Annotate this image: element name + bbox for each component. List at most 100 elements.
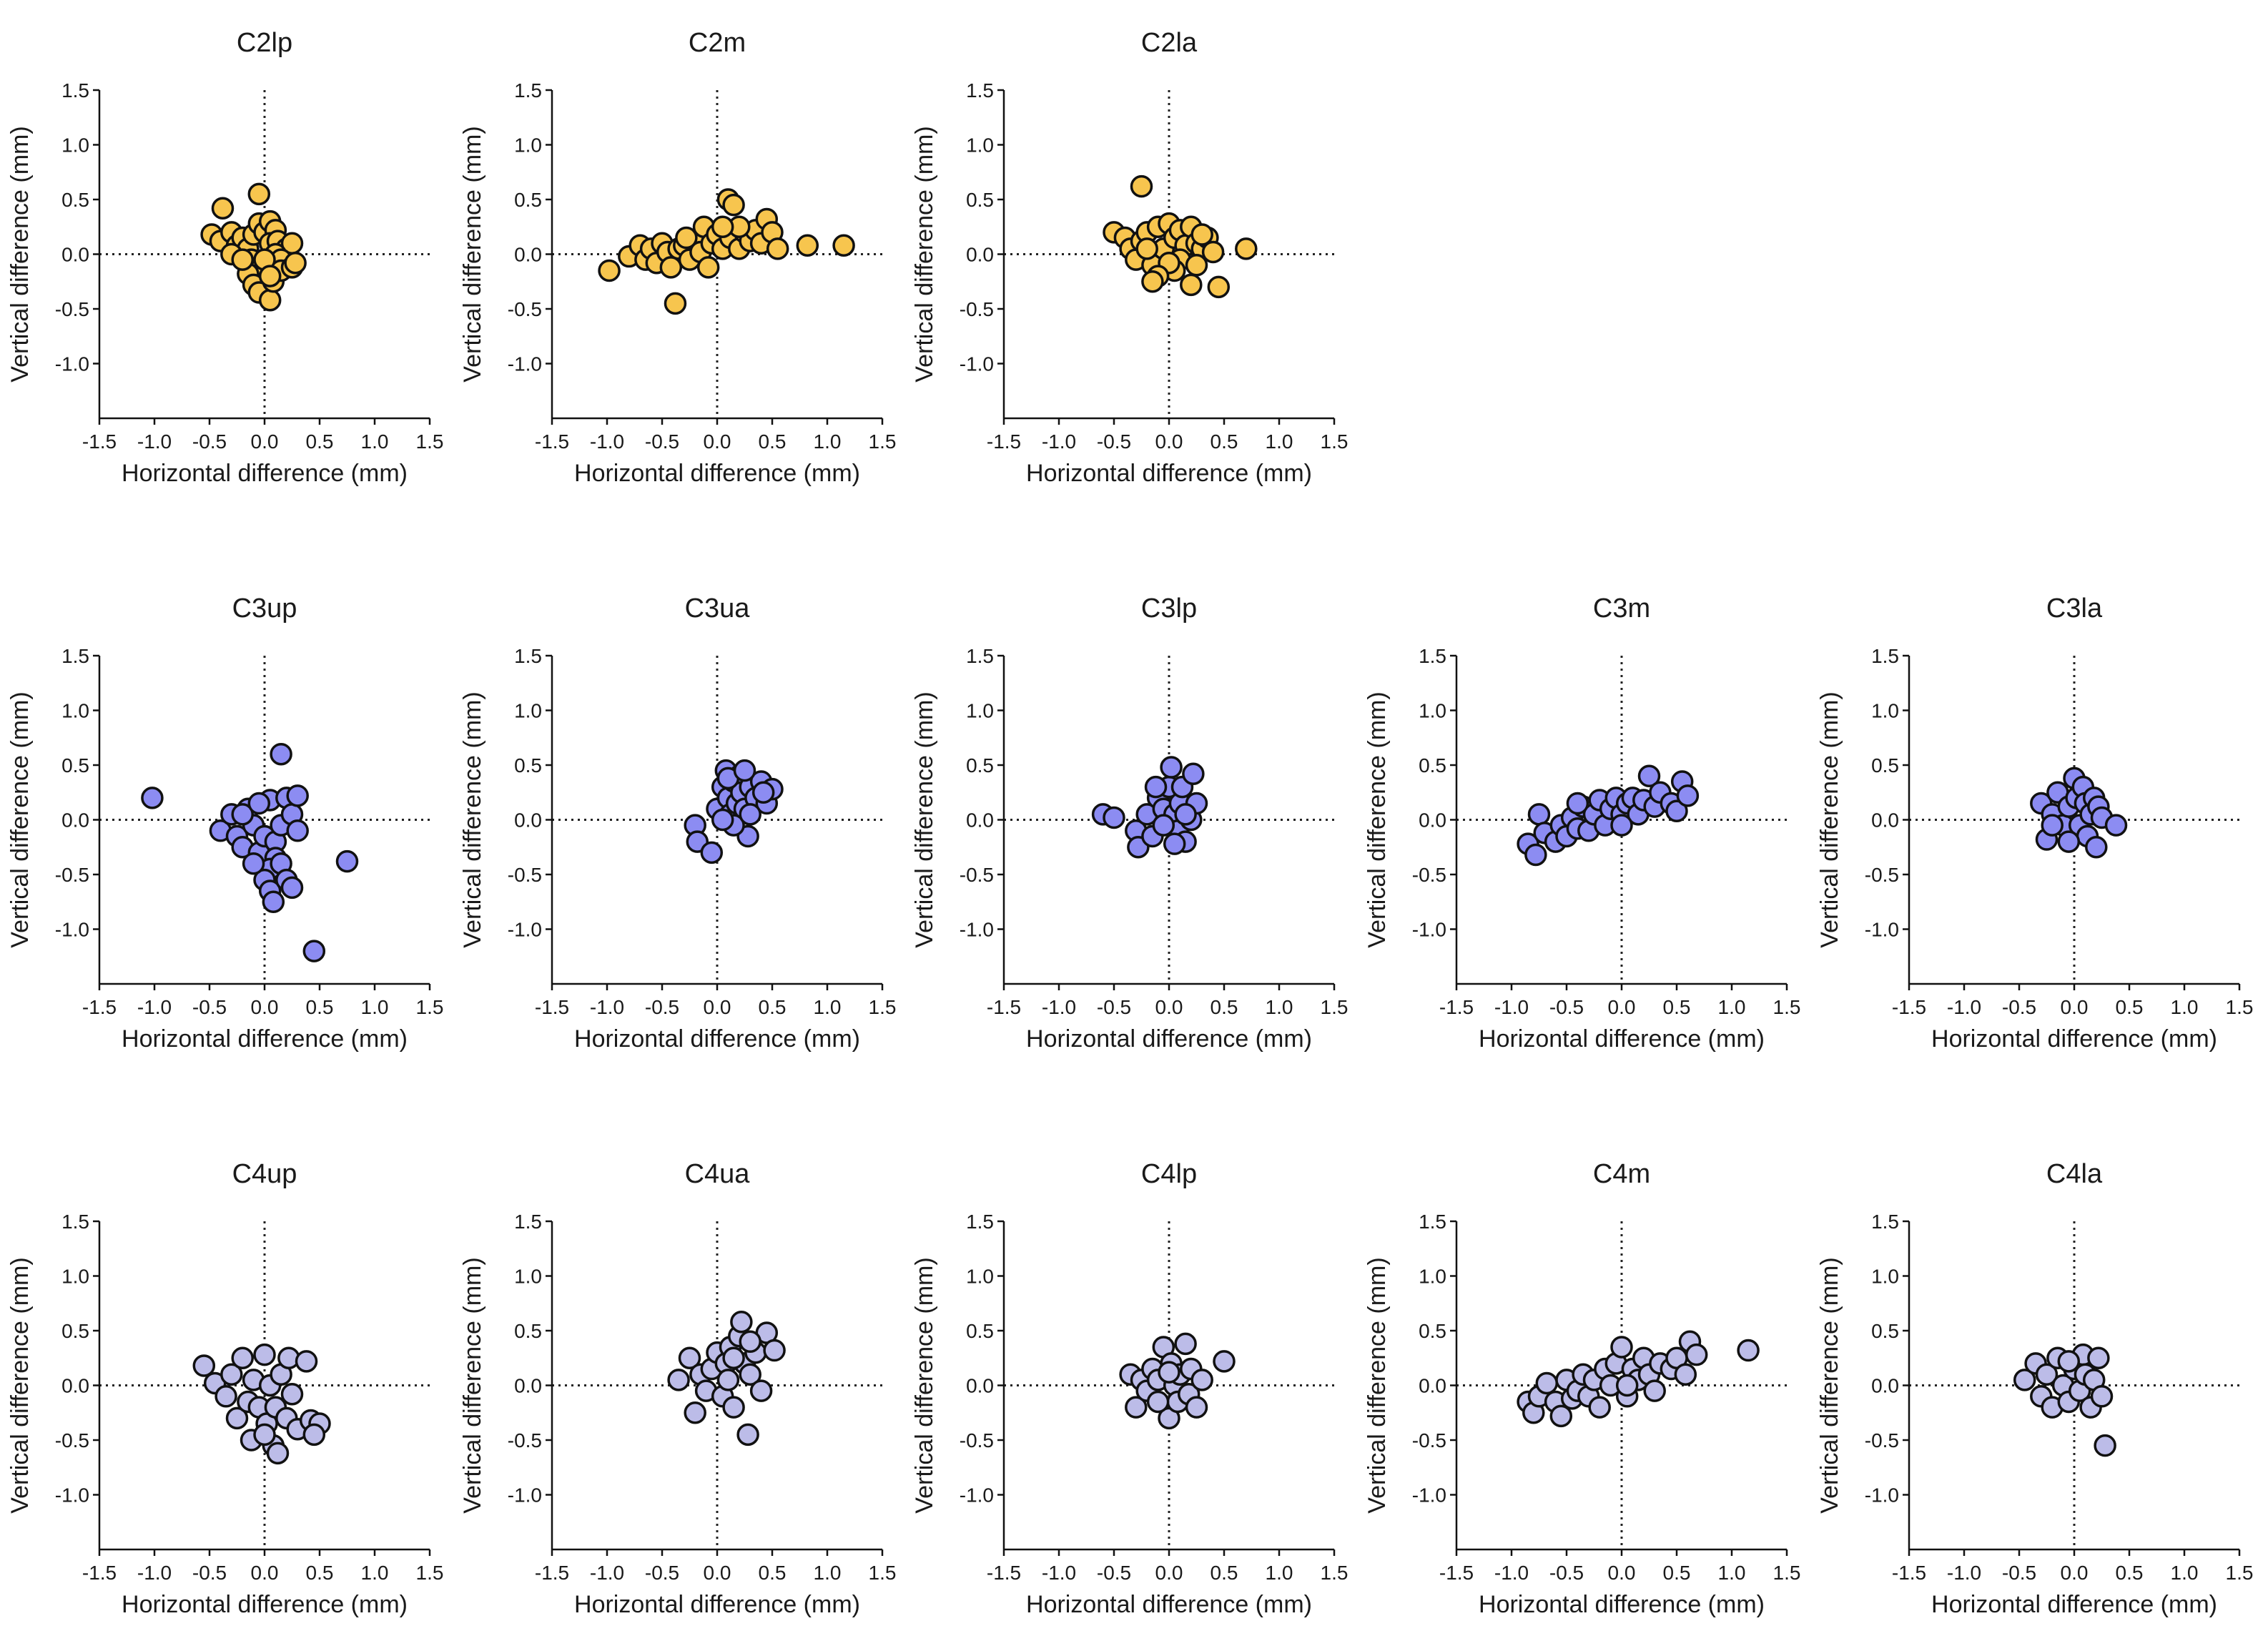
data-point (247, 792, 271, 815)
data-point (1610, 1336, 1633, 1359)
x-tick-label: 1.0 (361, 996, 389, 1018)
data-point (678, 1346, 701, 1369)
y-tick-label: -0.5 (960, 298, 994, 320)
x-tick-label: -1.5 (1892, 1562, 1926, 1584)
data-point (2090, 1385, 2114, 1408)
subplot-c3la: C3la 1.5 1.0 0.5 0.0 -0.5 -1.0 -1.5 -1.0 -0.5 0.0 0… (1816, 593, 2253, 1053)
data-point (766, 237, 789, 260)
y-tick-label: 1.5 (966, 1211, 994, 1233)
y-tick-label: 1.5 (1419, 645, 1446, 667)
data-point (231, 248, 254, 271)
data-point (1103, 806, 1125, 829)
x-tick-label: 1.5 (869, 1562, 897, 1584)
x-tick-label: -0.5 (645, 1562, 679, 1584)
data-point (2094, 1434, 2116, 1457)
x-tick-label: 1.5 (1321, 430, 1349, 453)
y-axis-label: Vertical difference (mm) (459, 691, 486, 947)
x-tick-label: -0.5 (1097, 996, 1131, 1018)
y-tick-label: 1.0 (61, 134, 89, 157)
y-tick-label: -0.5 (960, 1429, 994, 1452)
subplot-c2lp: C2lp 1.5 1.0 0.5 0.0 -0.5 -1.0 -1.5 -1.0 -0.5 0.0 0… (6, 28, 443, 487)
x-tick-label: 0.5 (1211, 1562, 1238, 1584)
x-tick-label: 0.5 (759, 430, 787, 453)
y-tick-label: 1.0 (966, 1266, 994, 1288)
y-tick-label: -0.5 (508, 298, 542, 320)
data-point (711, 215, 734, 238)
data-point (2013, 1369, 2036, 1391)
x-tick-label: 1.5 (869, 996, 897, 1018)
y-tick-label: 1.5 (1419, 1211, 1446, 1233)
x-tick-label: 1.0 (814, 996, 842, 1018)
x-tick-label: 0.5 (306, 1562, 334, 1584)
data-point (231, 1346, 254, 1369)
x-tick-label: -0.5 (192, 1562, 227, 1584)
data-point (667, 1369, 690, 1391)
data-point (730, 1311, 753, 1334)
x-tick-label: -0.5 (2002, 996, 2036, 1018)
data-point (1676, 784, 1700, 807)
y-tick-label: -0.5 (960, 864, 994, 886)
y-tick-label: 0.5 (966, 189, 994, 211)
x-tick-label: -1.0 (590, 996, 624, 1018)
x-axis-label: Horizontal difference (mm) (574, 460, 860, 487)
data-point (716, 1369, 740, 1391)
subplot-title: C3lp (1141, 593, 1197, 624)
x-tick-label: 0.0 (251, 996, 279, 1018)
y-tick-label: 0.5 (514, 1320, 542, 1342)
y-tick-label: 1.0 (61, 1266, 89, 1288)
x-tick-label: -1.5 (987, 430, 1021, 453)
data-point (242, 852, 265, 875)
data-point (141, 787, 164, 809)
subplot-title: C3m (1593, 593, 1650, 624)
data-point (258, 265, 282, 287)
x-tick-label: -0.5 (1097, 1562, 1131, 1584)
x-tick-label: -1.5 (82, 1562, 117, 1584)
data-point (1535, 1371, 1559, 1395)
y-tick-label: 1.0 (1419, 1266, 1446, 1288)
y-axis-label: Vertical difference (mm) (1816, 1257, 1843, 1513)
y-tick-label: 0.5 (1871, 754, 1899, 777)
x-tick-label: -1.0 (1042, 996, 1076, 1018)
x-axis-label: Horizontal difference (mm) (1931, 1025, 2217, 1053)
y-tick-label: 0.0 (61, 1375, 89, 1397)
x-tick-label: -1.0 (590, 430, 624, 453)
data-point (1190, 1369, 1213, 1391)
data-point (220, 1363, 243, 1386)
y-tick-label: 0.0 (966, 244, 994, 266)
y-tick-label: 0.5 (966, 1320, 994, 1342)
y-axis-label: Vertical difference (mm) (1816, 691, 1843, 947)
data-point (832, 234, 855, 257)
x-tick-label: -1.5 (82, 430, 117, 453)
data-point (295, 1350, 318, 1373)
y-axis-label: Vertical difference (mm) (459, 1257, 486, 1513)
data-point (1685, 1343, 1708, 1366)
y-tick-label: 1.0 (1871, 700, 1899, 722)
y-tick-label: 1.0 (61, 700, 89, 722)
x-tick-label: 0.0 (704, 1562, 731, 1584)
data-point (231, 803, 254, 826)
y-tick-label: 1.5 (514, 79, 542, 102)
x-tick-label: 1.0 (814, 1562, 842, 1584)
x-tick-label: -1.5 (535, 996, 569, 1018)
x-tick-label: 1.5 (1773, 1562, 1801, 1584)
subplot-c4up: C4up 1.5 1.0 0.5 0.0 -0.5 -1.0 -1.5 -1.0 -0.5 0.0 0… (6, 1159, 443, 1618)
x-tick-label: 1.0 (2171, 1562, 2199, 1584)
subplot-title: C2la (1141, 28, 1198, 58)
subplot-title: C3la (2046, 593, 2103, 624)
y-tick-label: -0.5 (55, 864, 89, 886)
data-point (1174, 1332, 1197, 1356)
data-point (1637, 764, 1661, 788)
x-tick-label: -0.5 (645, 430, 679, 453)
x-tick-label: 0.0 (704, 430, 731, 453)
data-point (1146, 1390, 1170, 1414)
x-tick-label: 0.0 (251, 430, 279, 453)
x-tick-label: 1.5 (416, 1562, 444, 1584)
subplot-c4m: C4m 1.5 1.0 0.5 0.0 -0.5 -1.0 -1.5 -1.0 -0.5 0.0 0.… (1364, 1159, 1800, 1618)
x-tick-label: 0.0 (1155, 430, 1183, 453)
y-tick-label: -0.5 (508, 864, 542, 886)
x-tick-label: 1.5 (416, 430, 444, 453)
x-tick-label: -1.0 (1947, 1562, 1981, 1584)
data-point (1549, 1404, 1573, 1428)
x-tick-label: -1.0 (137, 996, 172, 1018)
subplot-c3m: C3m 1.5 1.0 0.5 0.0 -0.5 -1.0 -1.5 -1.0 -0.5 0.0 0.… (1364, 593, 1800, 1053)
